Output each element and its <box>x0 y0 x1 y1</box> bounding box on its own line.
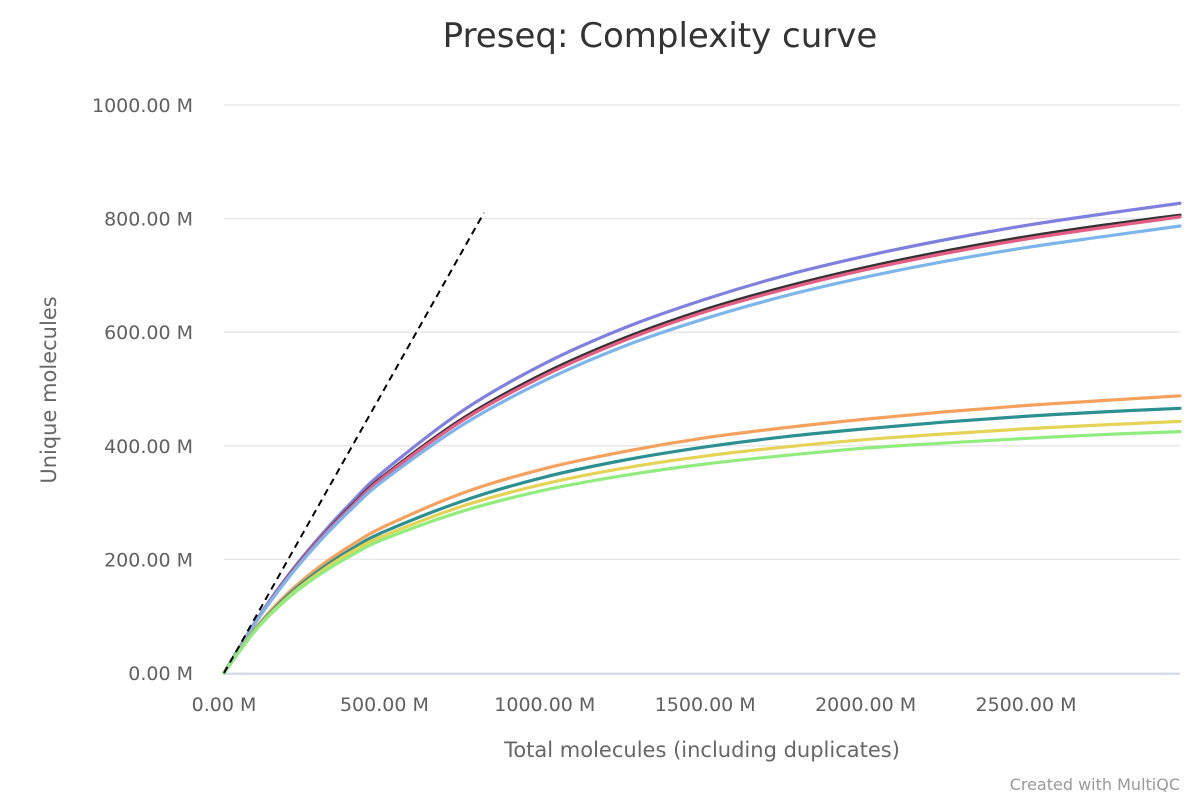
chart-title: Preseq: Complexity curve <box>443 16 878 56</box>
series-line-8[interactable] <box>222 430 1182 675</box>
x-axis: 0.00 M 500.00 M 1000.00 M 1500.00 M 2000.00 … <box>192 673 1180 716</box>
series-line-4[interactable] <box>222 224 1182 675</box>
y-tick-label: 200.00 M <box>104 549 193 571</box>
y-tick-label: 1000.00 M <box>92 95 193 117</box>
y-axis: 0.00 M 200.00 M 400.00 M 600.00 M 800.00 M 10… <box>92 95 193 685</box>
y-tick-label: 0.00 M <box>128 663 193 685</box>
y-tick-label: 600.00 M <box>104 322 193 344</box>
series-line-7[interactable] <box>222 419 1182 675</box>
grid-lines <box>224 104 1180 674</box>
x-tick-label: 1000.00 M <box>494 694 595 716</box>
credit-link[interactable]: Created with MultiQC <box>1009 775 1180 794</box>
x-tick-label: 500.00 M <box>340 694 429 716</box>
x-tick-label: 2000.00 M <box>815 694 916 716</box>
y-axis-title: Unique molecules <box>37 296 61 483</box>
series-line-6[interactable] <box>222 406 1182 675</box>
y-tick-label: 800.00 M <box>104 209 193 231</box>
series-line-3[interactable] <box>222 215 1182 675</box>
series-line-2[interactable] <box>222 213 1182 675</box>
x-tick-label: 0.00 M <box>192 694 257 716</box>
x-axis-title: Total molecules (including duplicates) <box>503 738 900 762</box>
x-tick-label: 1500.00 M <box>655 694 756 716</box>
x-tick-label: 2500.00 M <box>976 694 1077 716</box>
y-tick-label: 400.00 M <box>104 436 193 458</box>
reference-line <box>223 212 485 674</box>
plot-area <box>222 201 1182 675</box>
series-line-5[interactable] <box>222 394 1182 675</box>
